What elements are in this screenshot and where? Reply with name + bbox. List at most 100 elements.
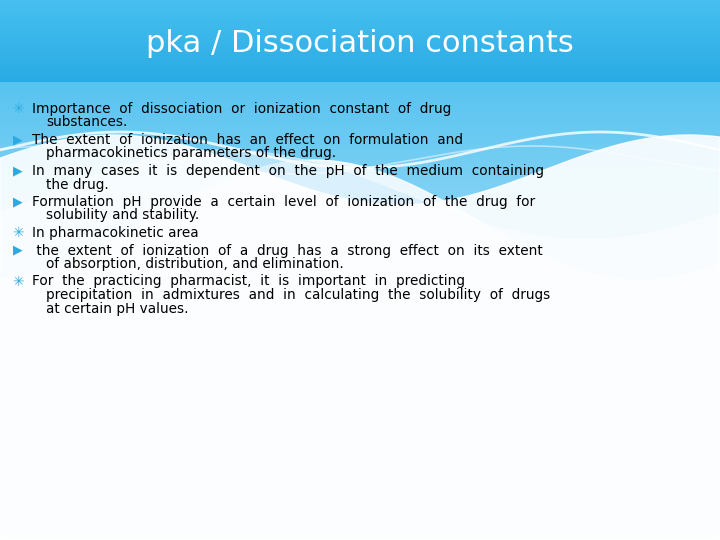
Bar bbox=[0, 301, 720, 302]
Bar bbox=[0, 15, 720, 16]
Bar bbox=[0, 8, 720, 9]
Bar bbox=[0, 64, 720, 65]
Bar bbox=[0, 4, 720, 5]
Bar bbox=[0, 75, 720, 76]
Bar bbox=[0, 11, 720, 12]
Bar bbox=[0, 346, 720, 347]
Bar bbox=[0, 441, 720, 443]
Text: ✳: ✳ bbox=[12, 102, 24, 116]
Bar bbox=[0, 18, 720, 19]
Bar bbox=[0, 466, 720, 468]
Bar bbox=[0, 174, 720, 177]
Bar bbox=[0, 319, 720, 320]
Bar bbox=[0, 400, 720, 401]
Bar bbox=[0, 140, 720, 142]
Bar bbox=[0, 484, 720, 486]
Bar bbox=[0, 25, 720, 26]
Text: ▶: ▶ bbox=[13, 133, 23, 146]
Bar bbox=[0, 228, 720, 231]
Bar bbox=[0, 59, 720, 61]
Bar bbox=[0, 65, 720, 66]
Bar bbox=[0, 4, 720, 5]
Bar bbox=[0, 412, 720, 414]
Bar bbox=[0, 477, 720, 479]
Text: precipitation  in  admixtures  and  in  calculating  the  solubility  of  drugs: precipitation in admixtures and in calcu… bbox=[46, 288, 550, 302]
Bar bbox=[0, 304, 720, 306]
Bar bbox=[0, 44, 720, 45]
Bar bbox=[0, 25, 720, 27]
Text: ▶: ▶ bbox=[13, 244, 23, 256]
Bar bbox=[0, 63, 720, 64]
Bar bbox=[0, 151, 720, 153]
Bar bbox=[0, 38, 720, 39]
Bar bbox=[0, 511, 720, 513]
Bar bbox=[0, 288, 720, 290]
Bar bbox=[0, 454, 720, 455]
Bar bbox=[0, 16, 720, 17]
Bar bbox=[0, 218, 720, 220]
Bar bbox=[0, 31, 720, 32]
Bar bbox=[0, 42, 720, 43]
Text: at certain pH values.: at certain pH values. bbox=[46, 301, 189, 315]
Bar bbox=[0, 299, 720, 301]
Bar bbox=[0, 506, 720, 508]
Bar bbox=[0, 171, 720, 173]
Bar bbox=[0, 475, 720, 477]
Bar bbox=[0, 60, 720, 61]
Bar bbox=[0, 22, 720, 23]
Bar bbox=[0, 409, 720, 410]
Bar bbox=[0, 389, 720, 390]
Bar bbox=[0, 69, 720, 70]
Bar bbox=[0, 103, 720, 104]
Bar bbox=[0, 108, 720, 110]
Bar bbox=[0, 295, 720, 297]
Bar bbox=[0, 317, 720, 319]
Bar bbox=[0, 137, 720, 139]
Bar bbox=[0, 15, 720, 16]
Bar bbox=[0, 36, 720, 37]
Bar bbox=[0, 423, 720, 425]
Bar bbox=[0, 322, 720, 324]
Bar bbox=[0, 70, 720, 71]
Bar bbox=[0, 30, 720, 31]
Bar bbox=[0, 342, 720, 344]
Text: In pharmacokinetic area: In pharmacokinetic area bbox=[32, 226, 199, 240]
Bar bbox=[0, 396, 720, 398]
Bar bbox=[0, 7, 720, 9]
Bar bbox=[0, 488, 720, 490]
Bar bbox=[0, 416, 720, 417]
Bar bbox=[0, 292, 720, 293]
Text: ▶: ▶ bbox=[13, 164, 23, 177]
Bar bbox=[0, 502, 720, 504]
Bar bbox=[0, 146, 720, 147]
Bar bbox=[0, 63, 720, 65]
Bar bbox=[0, 457, 720, 459]
Bar bbox=[0, 23, 720, 24]
Bar bbox=[0, 20, 720, 21]
Bar bbox=[0, 528, 720, 529]
Bar bbox=[0, 128, 720, 130]
Bar bbox=[0, 281, 720, 282]
Bar bbox=[0, 28, 720, 29]
Bar bbox=[0, 77, 720, 78]
Bar bbox=[0, 450, 720, 452]
Text: solubility and stability.: solubility and stability. bbox=[46, 208, 199, 222]
Bar bbox=[0, 533, 720, 535]
Bar bbox=[0, 56, 720, 58]
Bar bbox=[0, 33, 720, 34]
Bar bbox=[0, 265, 720, 266]
Bar bbox=[0, 110, 720, 112]
Bar bbox=[0, 313, 720, 315]
Bar bbox=[0, 49, 720, 50]
Bar bbox=[0, 247, 720, 248]
Bar bbox=[0, 185, 720, 187]
Bar bbox=[0, 340, 720, 342]
Bar bbox=[0, 123, 720, 124]
Bar bbox=[0, 62, 720, 63]
Bar bbox=[0, 248, 720, 250]
Bar bbox=[0, 459, 720, 461]
Bar bbox=[0, 306, 720, 308]
Bar bbox=[0, 135, 720, 137]
Bar bbox=[0, 52, 720, 54]
Bar bbox=[0, 119, 720, 120]
